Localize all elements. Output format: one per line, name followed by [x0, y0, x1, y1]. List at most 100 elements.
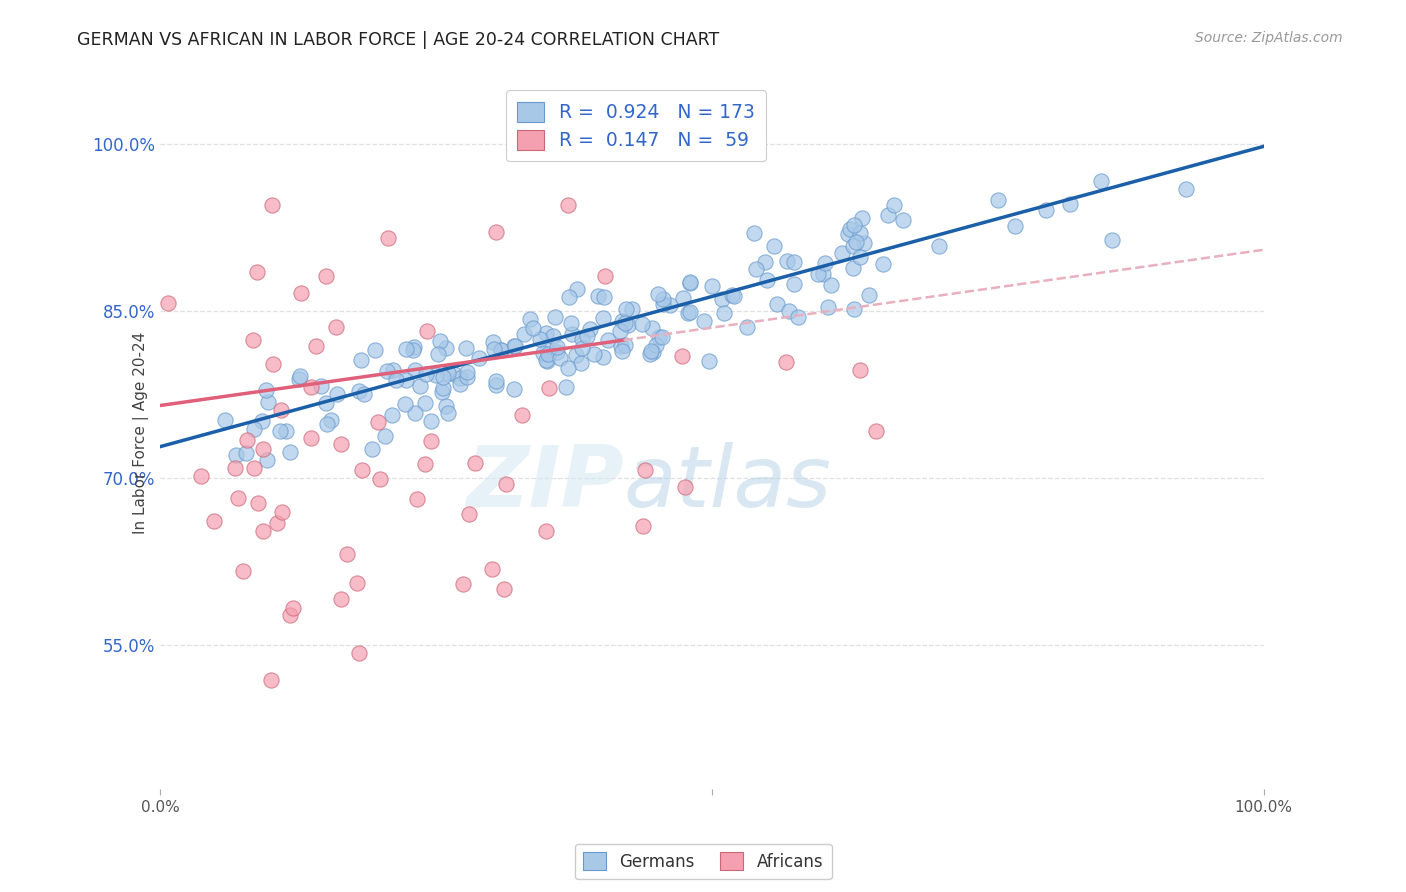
- Point: [534, 326, 557, 341]
- Point: [489, 343, 512, 358]
- Point: [609, 339, 631, 353]
- Point: [404, 362, 426, 376]
- Point: [651, 329, 673, 343]
- Point: [876, 208, 898, 222]
- Point: [427, 346, 450, 360]
- Point: [1101, 234, 1123, 248]
- Point: [592, 311, 614, 326]
- Point: [865, 424, 887, 438]
- Point: [631, 519, 654, 533]
- Point: [321, 413, 343, 427]
- Point: [534, 352, 557, 367]
- Point: [467, 351, 489, 365]
- Point: [837, 227, 859, 241]
- Point: [456, 370, 478, 384]
- Point: [156, 295, 179, 310]
- Point: [262, 198, 284, 212]
- Point: [404, 407, 426, 421]
- Point: [406, 492, 429, 507]
- Point: [513, 326, 536, 341]
- Point: [395, 373, 418, 387]
- Point: [652, 297, 675, 311]
- Point: [679, 276, 702, 290]
- Point: [546, 340, 568, 354]
- Point: [651, 292, 673, 306]
- Point: [883, 197, 905, 211]
- Point: [363, 343, 385, 357]
- Point: [928, 239, 950, 253]
- Point: [614, 316, 637, 330]
- Point: [782, 277, 804, 291]
- Point: [555, 380, 578, 394]
- Point: [776, 254, 799, 268]
- Point: [281, 601, 304, 615]
- Point: [485, 378, 508, 392]
- Text: Source: ZipAtlas.com: Source: ZipAtlas.com: [1195, 31, 1343, 45]
- Point: [402, 343, 425, 357]
- Text: ZIP: ZIP: [465, 442, 624, 524]
- Point: [621, 301, 644, 316]
- Point: [560, 317, 582, 331]
- Point: [243, 461, 266, 475]
- Point: [742, 226, 765, 240]
- Point: [325, 319, 347, 334]
- Point: [256, 453, 278, 467]
- Point: [269, 425, 291, 439]
- Point: [640, 347, 662, 361]
- Point: [437, 366, 460, 380]
- Point: [305, 339, 328, 353]
- Point: [274, 424, 297, 438]
- Point: [610, 343, 633, 358]
- Point: [648, 330, 671, 344]
- Point: [485, 225, 508, 239]
- Point: [224, 460, 246, 475]
- Point: [519, 311, 541, 326]
- Point: [820, 278, 842, 293]
- Point: [252, 442, 274, 457]
- Point: [353, 387, 375, 401]
- Point: [755, 273, 778, 287]
- Point: [1059, 196, 1081, 211]
- Point: [443, 368, 465, 382]
- Point: [503, 339, 526, 353]
- Point: [381, 362, 404, 376]
- Point: [778, 304, 800, 318]
- Point: [744, 261, 766, 276]
- Point: [377, 230, 399, 244]
- Point: [368, 472, 391, 486]
- Point: [697, 353, 720, 368]
- Point: [713, 306, 735, 320]
- Point: [529, 332, 551, 346]
- Point: [278, 445, 301, 459]
- Point: [711, 292, 734, 306]
- Point: [571, 341, 593, 355]
- Point: [783, 255, 806, 269]
- Point: [814, 256, 837, 270]
- Y-axis label: In Labor Force | Age 20-24: In Labor Force | Age 20-24: [134, 332, 149, 534]
- Point: [288, 369, 311, 384]
- Point: [807, 267, 830, 281]
- Point: [374, 429, 396, 443]
- Text: atlas: atlas: [624, 442, 831, 524]
- Point: [593, 290, 616, 304]
- Point: [464, 456, 486, 470]
- Point: [536, 343, 558, 358]
- Point: [242, 422, 264, 436]
- Point: [202, 514, 225, 528]
- Point: [536, 354, 558, 368]
- Point: [592, 351, 614, 365]
- Point: [702, 278, 724, 293]
- Point: [429, 334, 451, 349]
- Point: [270, 403, 292, 417]
- Point: [456, 365, 478, 379]
- Point: [278, 607, 301, 622]
- Point: [316, 417, 339, 431]
- Point: [762, 239, 785, 253]
- Point: [246, 495, 269, 509]
- Point: [416, 324, 439, 338]
- Point: [503, 383, 526, 397]
- Point: [375, 364, 398, 378]
- Point: [891, 213, 914, 227]
- Point: [672, 291, 695, 305]
- Point: [299, 431, 322, 445]
